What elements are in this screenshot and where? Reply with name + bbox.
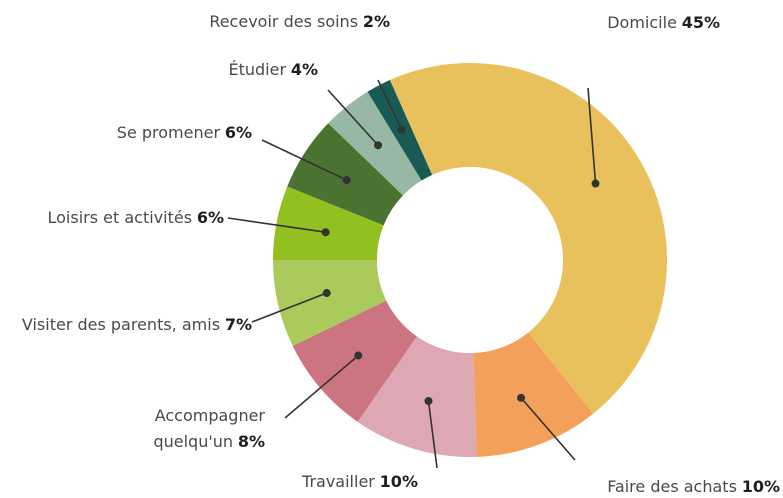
value-label: 8% (237, 432, 265, 451)
category-name: Loisirs et activités (47, 208, 193, 227)
category-name: Travailler (302, 472, 375, 491)
slice-label: Domicile 45% (560, 10, 720, 36)
leader-dot (591, 179, 600, 188)
value-label: 45% (681, 13, 720, 32)
leader-line (284, 354, 359, 419)
donut-hole (377, 167, 563, 353)
leader-dot (374, 141, 383, 150)
slice-label: Accompagner quelqu'un 8% (95, 403, 265, 455)
donut-segment (473, 332, 594, 457)
category-name: Accompagner quelqu'un (153, 406, 265, 451)
donut-segment (357, 336, 477, 457)
leader-line (427, 400, 438, 469)
category-name: Se promener (116, 123, 221, 142)
category-name: Faire des achats (607, 477, 737, 496)
slice-label: Travailler 10% (260, 469, 460, 495)
slice-label: Visiter des parents, amis 7% (20, 312, 252, 338)
leader-dot (397, 125, 406, 134)
value-label: 10% (379, 472, 418, 491)
value-label: 6% (224, 123, 252, 142)
value-label: 10% (741, 477, 780, 496)
slice-label: Faire des achats 10% (560, 474, 780, 498)
leader-dot (517, 393, 526, 402)
leader-line (520, 397, 576, 461)
leader-line (327, 89, 379, 146)
donut-segment (292, 300, 417, 422)
category-name: Étudier (228, 60, 287, 79)
value-label: 6% (196, 208, 224, 227)
category-name: Domicile (607, 13, 677, 32)
leader-dot (321, 228, 330, 237)
leader-dot (354, 351, 363, 360)
donut-segment (389, 63, 667, 414)
value-label: 7% (224, 315, 252, 334)
leader-line (587, 87, 597, 184)
leader-dot (322, 289, 331, 298)
leader-dot (342, 176, 351, 185)
slice-label: Loisirs et activités 6% (0, 205, 224, 231)
slice-label: Étudier 4% (150, 57, 318, 83)
category-name: Recevoir des soins (209, 12, 359, 31)
slice-label: Recevoir des soins 2% (150, 9, 390, 35)
donut-segment (287, 123, 404, 226)
leader-line (227, 217, 326, 233)
value-label: 2% (362, 12, 390, 31)
leader-line (251, 292, 328, 323)
donut-segment (273, 260, 387, 346)
leader-line (377, 79, 403, 131)
leader-dot (424, 397, 433, 406)
value-label: 4% (290, 60, 318, 79)
category-name: Visiter des parents, amis (21, 315, 221, 334)
slice-label: Se promener 6% (50, 120, 252, 146)
donut-segment (273, 186, 384, 261)
leader-line (261, 139, 347, 181)
